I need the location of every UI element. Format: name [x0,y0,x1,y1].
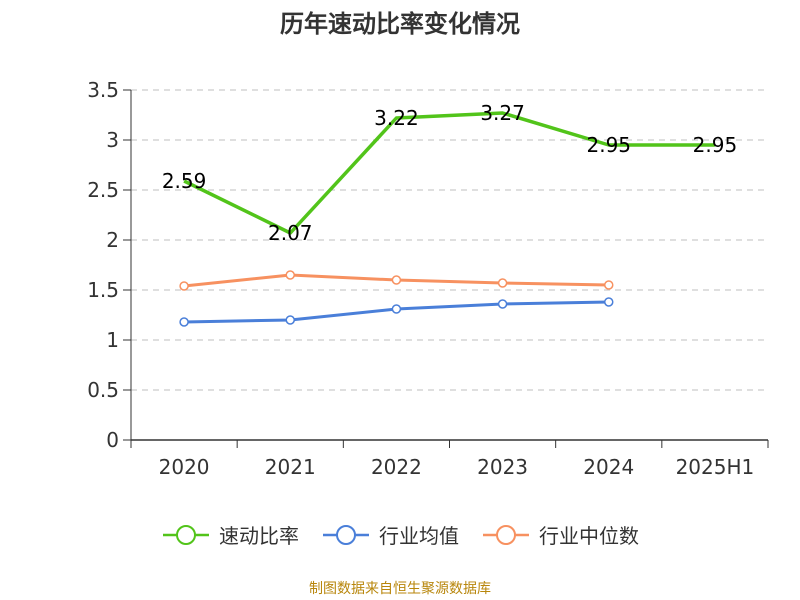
y-tick-label: 3 [106,128,119,152]
axis-layer: 0 0.5 1 1.5 2 2.5 3 3.5 2020 2021 2022 2023 2024 2025… [87,78,769,479]
data-point [497,299,508,309]
series-line-0 [183,111,715,235]
grid-layer [131,89,768,391]
data-point [391,275,402,285]
chart-title: 历年速动比率变化情况 [280,10,520,38]
data-label-layer: 2.59 2.07 3.22 3.27 2.95 2.95 [162,101,737,245]
series-layer [179,111,715,327]
data-point [391,304,402,314]
legend-item[interactable]: 速动比率 [161,520,299,549]
data-label: 2.95 [586,133,631,157]
y-tick-label: 2 [106,228,119,252]
y-tick-label: 1.5 [87,278,119,302]
y-tick-label: 2.5 [87,178,119,202]
legend-swatch-icon [323,524,369,545]
x-tick-label: 2024 [583,455,634,479]
line-chart: 0 0.5 1 1.5 2 2.5 3 3.5 2020 2021 2022 2023 2024 2025… [87,78,769,479]
legend-item[interactable]: 行业中位数 [481,520,639,549]
y-tick-label: 0.5 [87,378,119,402]
legend-label: 速动比率 [219,524,299,548]
source-note: 制图数据来自恒生聚源数据库 [309,581,491,597]
data-label: 3.27 [480,101,525,125]
legend-label: 行业均值 [379,524,459,548]
x-tick-label: 2021 [265,455,316,479]
data-point [604,297,614,307]
data-point [604,280,614,290]
y-tick-label: 3.5 [87,78,119,102]
data-label: 2.59 [162,169,207,193]
data-label: 3.22 [374,106,419,130]
legend-swatch-icon [163,524,209,545]
x-tick-label: 2022 [371,455,422,479]
data-point [179,317,189,327]
data-point [285,315,295,325]
y-tick-label: 0 [106,428,119,452]
x-tick-label: 2025H1 [676,455,755,479]
y-tick-label: 1 [106,328,119,352]
legend-item[interactable]: 行业均值 [321,520,459,549]
data-point [497,278,508,288]
data-label: 2.95 [693,133,738,157]
chart-legend: 速动比率 行业均值 行业中位数 [0,520,800,549]
legend-label: 行业中位数 [539,524,639,548]
data-label: 2.07 [268,221,313,245]
data-point [179,281,189,291]
x-tick-label: 2023 [477,455,528,479]
legend-swatch-icon [483,524,529,545]
data-point [285,270,295,280]
x-tick-label: 2020 [159,455,210,479]
